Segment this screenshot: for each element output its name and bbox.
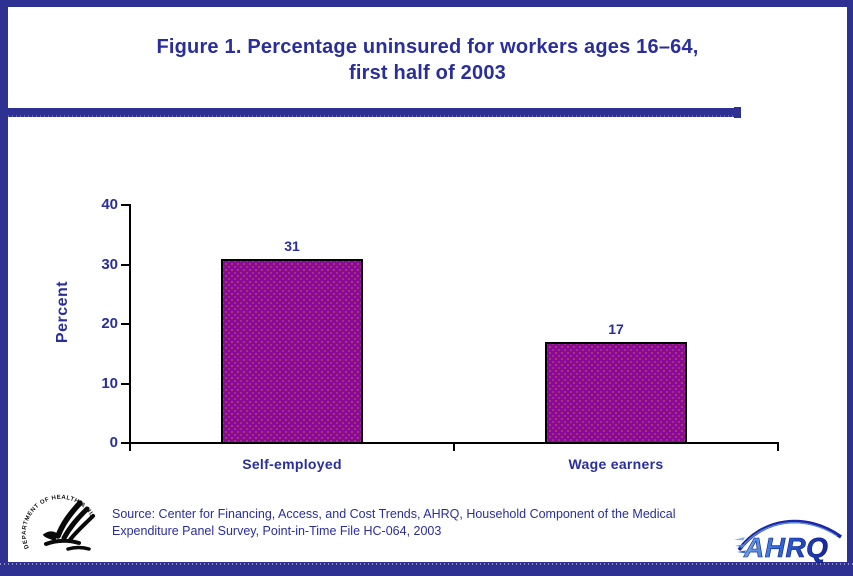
title-underline-bar xyxy=(8,107,741,118)
page-border-bottom xyxy=(0,562,853,576)
figure-title: Figure 1. Percentage uninsured for worke… xyxy=(8,34,847,86)
y-tick-mark xyxy=(121,442,129,444)
page-border-left xyxy=(0,0,8,576)
category-label: Self-employed xyxy=(242,456,342,472)
y-tick-mark xyxy=(121,382,129,385)
figure-title-line1: Figure 1. Percentage uninsured for worke… xyxy=(156,36,699,58)
page-border-top xyxy=(0,0,853,7)
y-tick-mark xyxy=(121,204,129,206)
y-tick-mark xyxy=(121,263,129,266)
ahrq-swoosh-icon xyxy=(734,519,843,554)
source-note: Source: Center for Financing, Access, an… xyxy=(112,507,676,538)
bar-value-label: 17 xyxy=(608,320,624,337)
y-tick-label: 20 xyxy=(101,315,118,332)
x-tick-mark xyxy=(129,444,131,451)
hhs-eagle-icon xyxy=(42,500,95,551)
y-axis-title: Percent xyxy=(54,280,71,344)
hhs-logo: DEPARTMENT OF HEALTH & HUMAN SERVICES·US… xyxy=(12,487,95,551)
bar-value-label: 31 xyxy=(284,237,300,254)
y-tick-label: 40 xyxy=(101,196,118,213)
y-tick-mark xyxy=(121,323,129,325)
x-tick-mark xyxy=(777,444,779,451)
bar-self-employed xyxy=(221,258,363,444)
x-tick-mark xyxy=(453,444,455,451)
ahrq-logo-text: AHRQ xyxy=(743,532,828,563)
y-tick-label: 0 xyxy=(109,434,118,451)
bar-wage-earners xyxy=(545,341,687,444)
category-label: Wage earners xyxy=(568,456,664,472)
y-tick-label: 30 xyxy=(101,255,118,273)
ahrq-logo: AHRQ xyxy=(734,519,843,563)
figure-title-line2: first half of 2003 xyxy=(349,62,506,84)
y-tick-label: 10 xyxy=(101,374,118,392)
page-border-right xyxy=(847,0,853,576)
y-axis-line xyxy=(129,204,131,444)
x-axis-line xyxy=(129,442,779,444)
